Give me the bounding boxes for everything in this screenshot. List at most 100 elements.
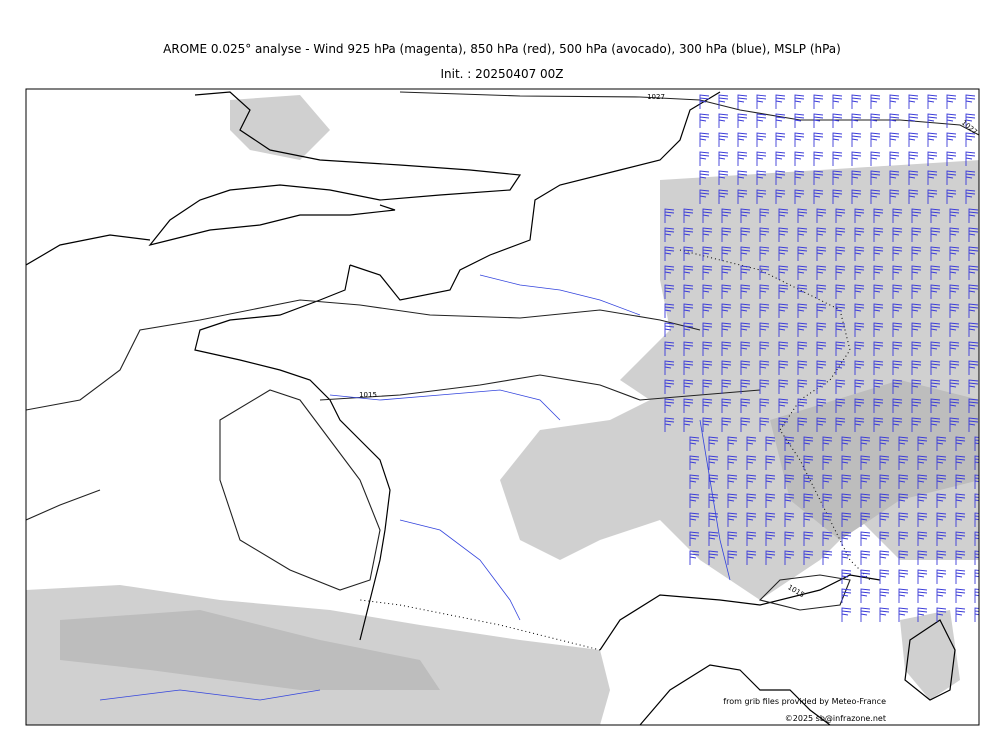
wind-barb xyxy=(740,227,751,242)
wind-barb xyxy=(740,360,751,375)
wind-barb xyxy=(927,151,938,166)
wind-barb xyxy=(759,322,770,337)
wind-barbs xyxy=(664,94,979,622)
wind-barb xyxy=(813,113,824,128)
wind-barb xyxy=(727,550,738,565)
wind-barb xyxy=(702,379,713,394)
wind-barb xyxy=(949,227,960,242)
wind-barb xyxy=(949,360,960,375)
wind-barb xyxy=(721,227,732,242)
wind-barb xyxy=(756,170,767,185)
isobar xyxy=(26,489,101,521)
isobar xyxy=(219,389,381,591)
wind-barb xyxy=(832,151,843,166)
wind-barb xyxy=(778,227,789,242)
wind-barb xyxy=(892,322,903,337)
wind-barb xyxy=(968,284,979,299)
wind-barb xyxy=(803,512,814,527)
wind-barb xyxy=(721,246,732,261)
wind-barb xyxy=(683,303,694,318)
isobar-label: 1015 xyxy=(786,583,805,599)
wind-barb xyxy=(854,379,865,394)
wind-barb xyxy=(740,322,751,337)
wind-barb xyxy=(968,341,979,356)
wind-barb xyxy=(813,94,824,109)
wind-barb xyxy=(740,341,751,356)
wind-barb xyxy=(708,512,719,527)
wind-barb xyxy=(955,455,966,470)
wind-barb xyxy=(813,132,824,147)
wind-barb xyxy=(778,246,789,261)
wind-barb xyxy=(892,379,903,394)
wind-barb xyxy=(759,360,770,375)
wind-barb xyxy=(759,379,770,394)
wind-barb xyxy=(898,569,909,584)
wind-barb xyxy=(797,379,808,394)
wind-barb xyxy=(702,265,713,280)
wind-barb xyxy=(746,531,757,546)
wind-barb xyxy=(702,303,713,318)
wind-barb xyxy=(816,227,827,242)
wind-barb xyxy=(917,588,928,603)
isobar xyxy=(26,299,701,411)
wind-barb xyxy=(936,569,947,584)
wind-barb xyxy=(708,436,719,451)
wind-barb xyxy=(794,94,805,109)
wind-barb xyxy=(822,474,833,489)
wind-barb xyxy=(702,322,713,337)
credit: from grib files provided by Meteo-France xyxy=(723,697,886,706)
wind-barb xyxy=(797,398,808,413)
isobar xyxy=(319,374,761,401)
wind-barb xyxy=(664,208,675,223)
wind-barb xyxy=(813,189,824,204)
wind-barb xyxy=(822,550,833,565)
wind-barb xyxy=(721,417,732,432)
wind-barb xyxy=(765,455,776,470)
wind-barb xyxy=(816,322,827,337)
wind-barb xyxy=(803,474,814,489)
wind-barb xyxy=(835,208,846,223)
wind-barb xyxy=(968,417,979,432)
wind-barb xyxy=(930,246,941,261)
wind-barb xyxy=(803,550,814,565)
wind-barb xyxy=(689,531,700,546)
wind-barb xyxy=(759,265,770,280)
wind-barb xyxy=(832,189,843,204)
wind-barb xyxy=(775,170,786,185)
wind-barb xyxy=(879,436,890,451)
wind-barb xyxy=(911,417,922,432)
wind-barb xyxy=(797,322,808,337)
wind-barb xyxy=(879,531,890,546)
wind-barb xyxy=(756,113,767,128)
wind-barb xyxy=(889,151,900,166)
wind-barb xyxy=(816,284,827,299)
wind-barb xyxy=(778,208,789,223)
wind-barb xyxy=(892,246,903,261)
wind-barb xyxy=(968,208,979,223)
wind-barb xyxy=(835,265,846,280)
wind-barb xyxy=(756,132,767,147)
wind-barb xyxy=(765,436,776,451)
wind-barb xyxy=(860,607,871,622)
wind-barb xyxy=(879,512,890,527)
wind-barb xyxy=(936,512,947,527)
wind-barb xyxy=(860,493,871,508)
wind-barb xyxy=(689,512,700,527)
wind-barb xyxy=(702,208,713,223)
wind-barb xyxy=(740,246,751,261)
wind-barb xyxy=(702,398,713,413)
wind-barb xyxy=(702,341,713,356)
coastline xyxy=(349,91,721,301)
wind-barb xyxy=(949,284,960,299)
wind-barb xyxy=(832,113,843,128)
wind-barb xyxy=(860,512,871,527)
wind-barb xyxy=(699,113,710,128)
wind-barb xyxy=(949,265,960,280)
wind-barb xyxy=(936,550,947,565)
wind-barb xyxy=(784,531,795,546)
wind-barb xyxy=(765,550,776,565)
wind-barb xyxy=(841,436,852,451)
wind-barb xyxy=(892,303,903,318)
wind-barb xyxy=(759,341,770,356)
wind-barb xyxy=(911,227,922,242)
